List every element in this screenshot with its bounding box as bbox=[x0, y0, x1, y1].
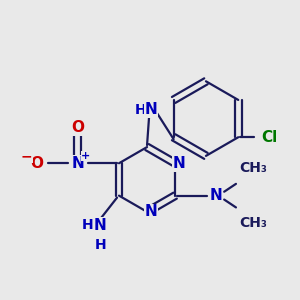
Text: N: N bbox=[94, 218, 107, 232]
Text: H: H bbox=[134, 103, 146, 117]
Text: H: H bbox=[94, 238, 106, 252]
Text: CH₃: CH₃ bbox=[240, 161, 268, 175]
Text: +: + bbox=[81, 152, 90, 161]
Text: H: H bbox=[82, 218, 93, 232]
Text: N: N bbox=[210, 188, 223, 203]
Text: N: N bbox=[145, 102, 158, 117]
Text: Cl: Cl bbox=[262, 130, 278, 145]
Text: CH₃: CH₃ bbox=[240, 216, 268, 230]
Text: O: O bbox=[71, 120, 84, 135]
Text: N: N bbox=[173, 156, 185, 171]
Text: N: N bbox=[71, 156, 84, 171]
Text: O: O bbox=[30, 156, 43, 171]
Text: N: N bbox=[145, 204, 158, 219]
Text: −: − bbox=[21, 149, 33, 164]
